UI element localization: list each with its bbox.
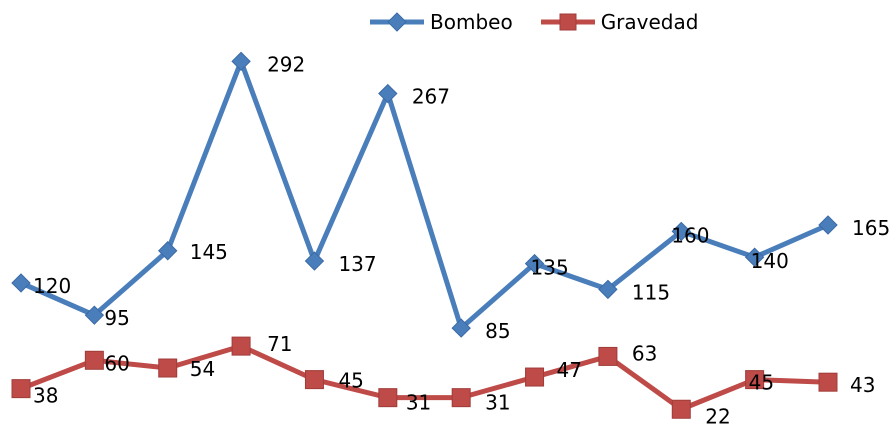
chart-legend: Bombeo Gravedad — [368, 8, 698, 36]
legend-item-bombeo: Bombeo — [368, 8, 513, 36]
data-label-bombeo: 292 — [267, 52, 305, 76]
data-point-bombeo — [304, 251, 325, 271]
data-label-bombeo: 160 — [671, 223, 709, 247]
data-label-gravedad: 45 — [749, 371, 774, 395]
data-label-bombeo: 145 — [190, 240, 228, 264]
legend-label-bombeo: Bombeo — [430, 10, 513, 34]
legend-swatch-bombeo — [370, 12, 424, 32]
data-point-bombeo — [231, 51, 251, 72]
data-point-bombeo — [451, 318, 471, 338]
data-point-gravedad — [231, 336, 251, 356]
data-label-gravedad: 31 — [406, 391, 431, 415]
data-point-gravedad — [598, 346, 618, 366]
data-label-bombeo: 120 — [33, 274, 71, 298]
data-label-gravedad: 47 — [557, 358, 582, 382]
legend-label-gravedad: Gravedad — [600, 10, 699, 34]
data-label-gravedad: 71 — [267, 332, 292, 356]
data-label-gravedad: 22 — [705, 404, 730, 428]
data-label-bombeo: 140 — [751, 249, 789, 273]
series-line-gravedad — [20, 343, 829, 412]
data-label-gravedad: 63 — [632, 341, 657, 365]
data-point-gravedad — [525, 367, 545, 387]
data-label-gravedad: 54 — [190, 357, 215, 381]
data-point-bombeo — [378, 83, 398, 104]
data-label-bombeo: 165 — [852, 216, 890, 240]
data-label-gravedad: 38 — [33, 384, 58, 408]
data-point-gravedad — [11, 379, 31, 399]
data-label-gravedad: 60 — [104, 351, 129, 375]
data-label-bombeo: 95 — [104, 306, 129, 330]
data-point-bombeo — [744, 247, 765, 267]
data-label-bombeo: 85 — [485, 319, 510, 343]
data-point-gravedad — [818, 372, 838, 392]
data-label-gravedad: 43 — [850, 373, 875, 397]
data-point-bombeo — [11, 273, 31, 293]
data-label-bombeo: 137 — [338, 252, 376, 276]
data-point-gravedad — [84, 350, 104, 370]
series-line-bombeo — [19, 58, 830, 331]
data-point-gravedad — [671, 399, 691, 419]
data-point-gravedad — [378, 388, 398, 408]
legend-swatch-gravedad — [540, 13, 595, 31]
data-label-gravedad: 45 — [338, 369, 363, 393]
data-point-gravedad — [158, 358, 178, 378]
data-point-bombeo — [671, 221, 691, 242]
data-label-bombeo: 115 — [632, 280, 670, 304]
data-point-bombeo — [158, 241, 178, 261]
legend-item-gravedad: Gravedad — [539, 8, 699, 36]
data-point-gravedad — [451, 388, 471, 408]
data-point-gravedad — [745, 370, 765, 390]
data-point-bombeo — [818, 215, 838, 235]
data-point-bombeo — [524, 253, 545, 274]
data-label-bombeo: 267 — [412, 85, 450, 109]
data-label-bombeo: 135 — [531, 256, 569, 280]
data-point-gravedad — [304, 370, 324, 390]
data-point-bombeo — [84, 305, 105, 325]
data-point-bombeo — [598, 279, 618, 300]
data-label-gravedad: 31 — [485, 391, 510, 415]
